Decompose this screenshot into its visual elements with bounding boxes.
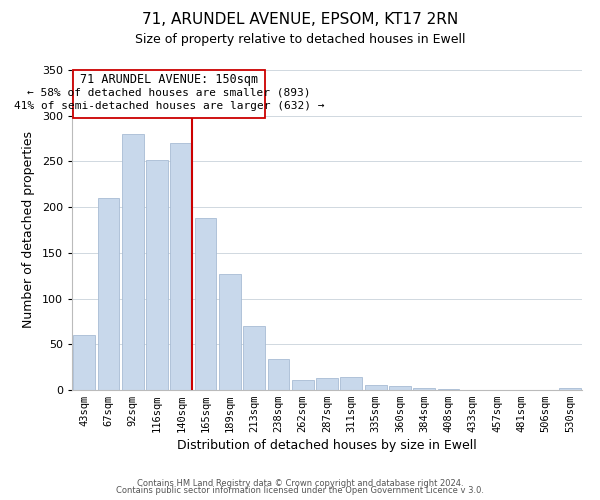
Bar: [122, 134, 143, 390]
Bar: [292, 380, 314, 390]
Bar: [268, 359, 289, 390]
Bar: [437, 389, 460, 390]
Text: Contains HM Land Registry data © Crown copyright and database right 2024.: Contains HM Land Registry data © Crown c…: [137, 478, 463, 488]
Bar: [316, 378, 338, 390]
Bar: [243, 326, 265, 390]
Bar: [219, 274, 241, 390]
Text: Size of property relative to detached houses in Ewell: Size of property relative to detached ho…: [135, 32, 465, 46]
Text: 71, ARUNDEL AVENUE, EPSOM, KT17 2RN: 71, ARUNDEL AVENUE, EPSOM, KT17 2RN: [142, 12, 458, 28]
Bar: [194, 218, 217, 390]
Bar: [170, 143, 192, 390]
Bar: [389, 386, 411, 390]
Bar: [73, 335, 95, 390]
Text: Contains public sector information licensed under the Open Government Licence v : Contains public sector information licen…: [116, 486, 484, 495]
Bar: [146, 160, 168, 390]
FancyBboxPatch shape: [73, 70, 265, 117]
Text: 41% of semi-detached houses are larger (632) →: 41% of semi-detached houses are larger (…: [14, 100, 325, 110]
Bar: [97, 198, 119, 390]
Bar: [559, 388, 581, 390]
X-axis label: Distribution of detached houses by size in Ewell: Distribution of detached houses by size …: [177, 440, 477, 452]
Bar: [340, 377, 362, 390]
Y-axis label: Number of detached properties: Number of detached properties: [22, 132, 35, 328]
Text: ← 58% of detached houses are smaller (893): ← 58% of detached houses are smaller (89…: [28, 88, 311, 98]
Bar: [365, 386, 386, 390]
Bar: [413, 388, 435, 390]
Text: 71 ARUNDEL AVENUE: 150sqm: 71 ARUNDEL AVENUE: 150sqm: [80, 72, 258, 86]
